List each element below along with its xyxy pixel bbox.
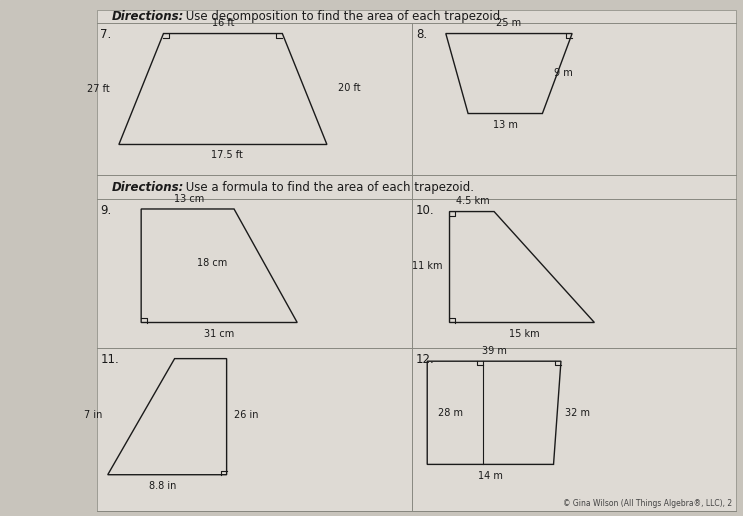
Text: 7.: 7. xyxy=(100,28,111,41)
Text: 27 ft: 27 ft xyxy=(87,84,110,94)
Bar xyxy=(97,10,736,511)
Text: 28 m: 28 m xyxy=(438,408,464,418)
Text: 17.5 ft: 17.5 ft xyxy=(211,150,242,159)
Text: 10.: 10. xyxy=(416,204,435,217)
Text: 9 m: 9 m xyxy=(554,68,572,78)
Text: 11.: 11. xyxy=(100,353,119,366)
Text: 14 m: 14 m xyxy=(478,471,503,480)
Text: 11 km: 11 km xyxy=(412,261,442,271)
Text: 13 cm: 13 cm xyxy=(175,194,204,204)
Text: 26 in: 26 in xyxy=(234,410,259,421)
Text: 13 m: 13 m xyxy=(493,120,518,130)
Text: © Gina Wilson (All Things Algebra®, LLC), 2: © Gina Wilson (All Things Algebra®, LLC)… xyxy=(562,499,732,508)
Text: Directions:: Directions: xyxy=(111,10,184,23)
Text: 4.5 km: 4.5 km xyxy=(455,197,490,206)
Text: 15 km: 15 km xyxy=(508,329,539,338)
Text: Use a formula to find the area of each trapezoid.: Use a formula to find the area of each t… xyxy=(182,181,474,194)
Text: Use decomposition to find the area of each trapezoid.: Use decomposition to find the area of ea… xyxy=(182,10,504,23)
Text: 7 in: 7 in xyxy=(84,410,103,421)
Text: 39 m: 39 m xyxy=(481,346,507,356)
Text: 20 ft: 20 ft xyxy=(338,83,360,93)
Text: 8.8 in: 8.8 in xyxy=(149,481,176,491)
Text: 25 m: 25 m xyxy=(496,19,522,28)
Text: 31 cm: 31 cm xyxy=(204,329,234,338)
Text: 8.: 8. xyxy=(416,28,427,41)
Text: 12.: 12. xyxy=(416,353,435,366)
Text: 32 m: 32 m xyxy=(565,408,590,418)
Text: 9.: 9. xyxy=(100,204,111,217)
Text: Directions:: Directions: xyxy=(111,181,184,194)
Text: 16 ft: 16 ft xyxy=(212,19,234,28)
Text: 18 cm: 18 cm xyxy=(197,258,227,268)
